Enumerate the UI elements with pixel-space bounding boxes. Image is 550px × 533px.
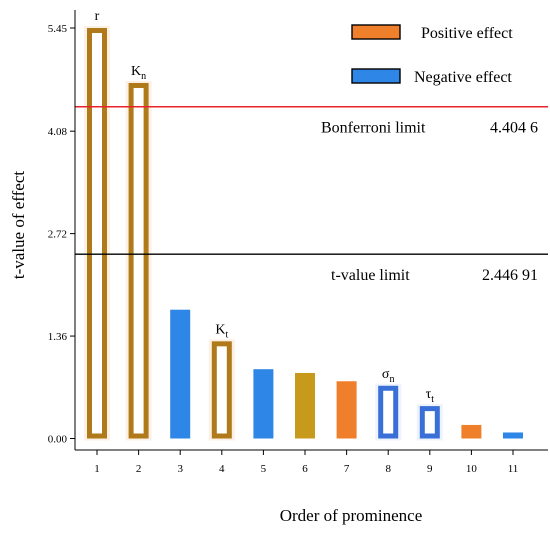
x-tick-label: 8 bbox=[385, 463, 391, 475]
bar-10 bbox=[461, 424, 482, 439]
bar-fill bbox=[336, 381, 357, 439]
legend-label: Positive effect bbox=[421, 25, 513, 42]
legend-label: Negative effect bbox=[414, 69, 512, 86]
bar-6 bbox=[295, 372, 315, 439]
bar-fill bbox=[461, 424, 482, 439]
bar-11 bbox=[503, 432, 523, 439]
bar-hole bbox=[216, 346, 227, 434]
reference-lines: Bonferroni limit 4.404 6 t-value limit 2.44… bbox=[75, 106, 548, 284]
y-tick-label: 4.08 bbox=[48, 126, 68, 138]
x-tick-label: 2 bbox=[136, 463, 142, 475]
bar-label-9: τt bbox=[426, 387, 435, 405]
x-tick-label: 5 bbox=[261, 463, 267, 475]
y-tick-label: 1.36 bbox=[48, 331, 68, 343]
bar-hole bbox=[424, 411, 435, 434]
bar-hole bbox=[383, 390, 394, 434]
reference-line-name-1: t-value limit bbox=[331, 267, 410, 284]
bar-7 bbox=[336, 381, 357, 439]
reference-line-value-1: 2.446 91 bbox=[482, 267, 538, 284]
x-axis-title: Order of prominence bbox=[280, 506, 423, 525]
bar-label-1: r bbox=[95, 9, 100, 24]
reference-line-value-0: 4.404 6 bbox=[490, 120, 538, 137]
bar-9: τt bbox=[416, 387, 443, 441]
y-tick-label: 2.72 bbox=[48, 229, 67, 241]
y-axis-title: t-value of effect bbox=[9, 171, 28, 280]
bar-3 bbox=[170, 309, 191, 439]
bar-label-8: σn bbox=[382, 367, 395, 385]
bar-fill bbox=[295, 372, 315, 439]
x-tick-label: 10 bbox=[466, 463, 478, 475]
bar-5 bbox=[253, 369, 274, 439]
bars-layer: r Kn Kt σn τt bbox=[84, 9, 523, 441]
legend-swatch bbox=[351, 68, 401, 84]
legend: Positive effect Negative effect bbox=[351, 24, 513, 86]
x-tick-label: 6 bbox=[302, 463, 308, 475]
x-tick-label: 1 bbox=[94, 463, 100, 475]
x-tick-label: 3 bbox=[177, 463, 183, 475]
legend-item-negative: Negative effect bbox=[351, 68, 512, 86]
legend-swatch bbox=[351, 24, 401, 40]
legend-item-positive: Positive effect bbox=[351, 24, 513, 42]
bar-4: Kt bbox=[208, 322, 235, 441]
y-tick-label: 5.45 bbox=[48, 23, 68, 35]
bar-2: Kn bbox=[125, 64, 152, 441]
x-tick-label: 9 bbox=[427, 463, 433, 475]
bar-hole bbox=[92, 33, 102, 434]
y-tick-label: 0.00 bbox=[48, 434, 68, 446]
bar-8: σn bbox=[375, 367, 402, 441]
bar-label-4: Kt bbox=[215, 322, 228, 340]
reference-line-name-0: Bonferroni limit bbox=[321, 120, 426, 137]
bar-fill bbox=[253, 369, 274, 439]
bar-1: r bbox=[84, 9, 110, 441]
bar-fill bbox=[170, 309, 191, 439]
x-tick-label: 4 bbox=[219, 463, 225, 475]
x-tick-label: 7 bbox=[344, 463, 350, 475]
axes: 0.00 1.36 2.72 4.08 5.45 1 2 3 4 5 6 7 8 9 10 11 bbox=[48, 10, 548, 475]
bar-fill bbox=[503, 432, 523, 439]
x-tick-label: 11 bbox=[508, 463, 519, 475]
bar-label-2: Kn bbox=[131, 64, 146, 82]
bar-hole bbox=[133, 87, 144, 434]
